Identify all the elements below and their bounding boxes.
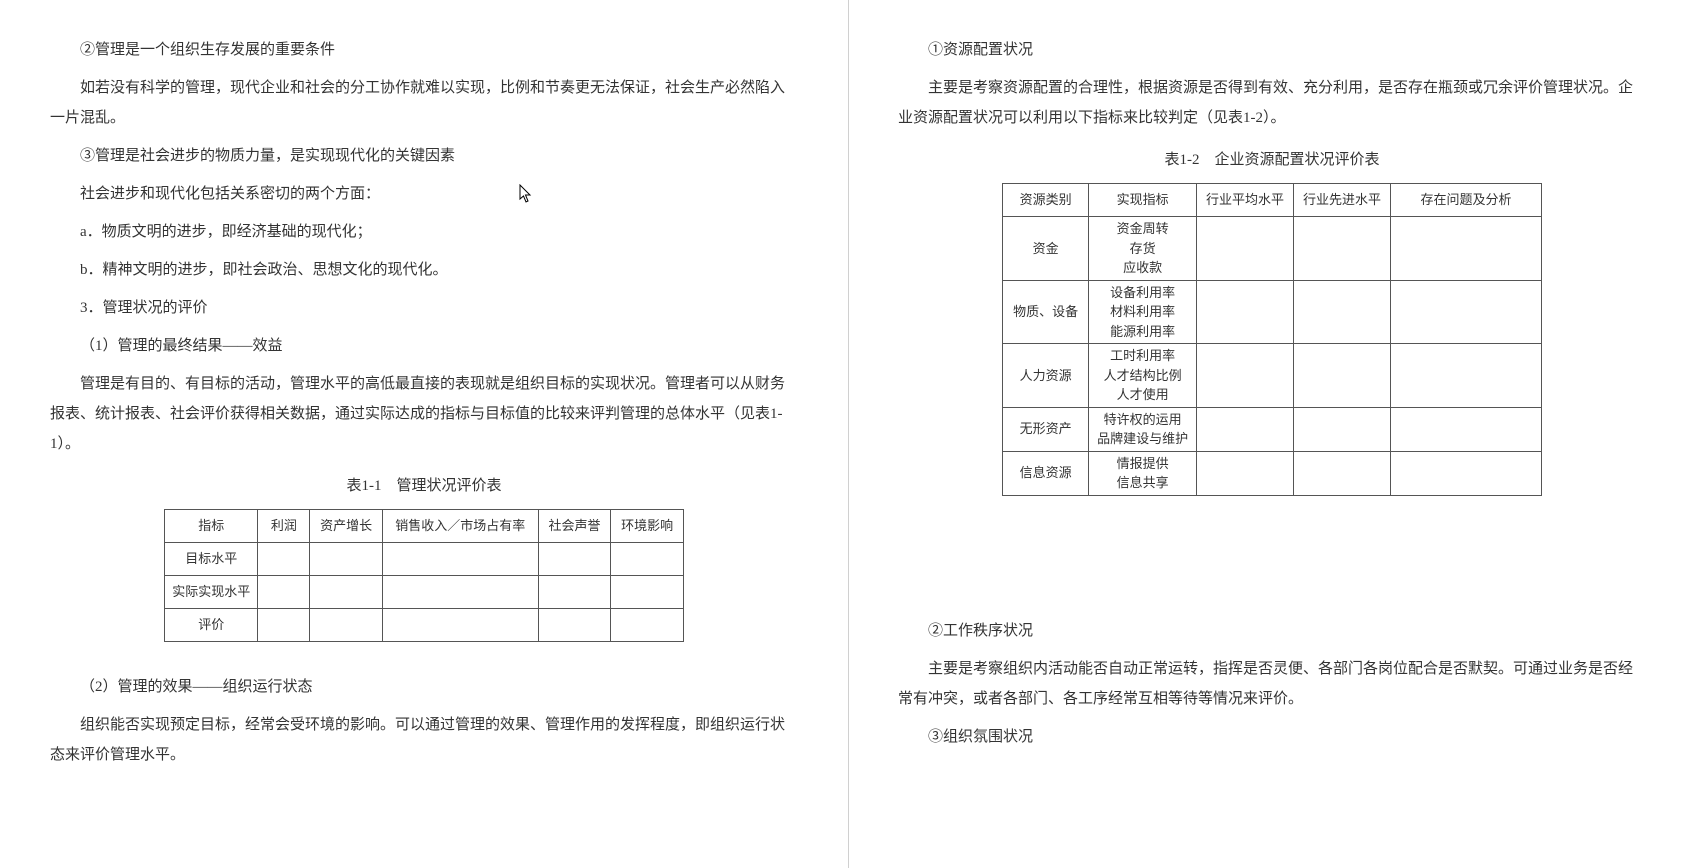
table1-header: 环境影响 — [611, 510, 684, 543]
heading-2: ②管理是一个组织生存发展的重要条件 — [50, 35, 798, 65]
table1-cell — [258, 576, 310, 609]
table1-cell — [538, 609, 611, 642]
table2-cell — [1391, 407, 1542, 451]
table1-cell — [310, 609, 383, 642]
table2-cell — [1391, 280, 1542, 344]
heading-num3: 3．管理状况的评价 — [50, 293, 798, 323]
left-page: ②管理是一个组织生存发展的重要条件 如若没有科学的管理，现代企业和社会的分工协作… — [0, 0, 848, 868]
list-item-a: a．物质文明的进步，即经济基础的现代化； — [50, 217, 798, 247]
table1-cell — [538, 576, 611, 609]
table1-cell — [258, 609, 310, 642]
table1-cell — [538, 543, 611, 576]
table1-cell — [382, 609, 538, 642]
right-page: ①资源配置状况 主要是考察资源配置的合理性，根据资源是否得到有效、充分利用，是否… — [848, 0, 1696, 868]
table2-cell — [1294, 407, 1391, 451]
table1-cell — [382, 543, 538, 576]
table2-cell — [1391, 451, 1542, 495]
table1-cell — [382, 576, 538, 609]
heading-r3: ③组织氛围状况 — [898, 722, 1646, 752]
table2-cell — [1197, 407, 1294, 451]
table1-cell — [611, 543, 684, 576]
table1-cell — [310, 543, 383, 576]
table2-cell — [1391, 217, 1542, 281]
table2-header: 行业平均水平 — [1197, 184, 1294, 217]
heading-3: ③管理是社会进步的物质力量，是实现现代化的关键因素 — [50, 141, 798, 171]
table2-cell — [1197, 280, 1294, 344]
table1-cell — [611, 609, 684, 642]
table1-cell — [310, 576, 383, 609]
table1-header: 销售收入／市场占有率 — [382, 510, 538, 543]
table2-header: 行业先进水平 — [1294, 184, 1391, 217]
table1-cell — [611, 576, 684, 609]
paragraph: 主要是考察组织内活动能否自动正常运转，指挥是否灵便、各部门各岗位配合是否默契。可… — [898, 654, 1646, 714]
paragraph: 组织能否实现预定目标，经常会受环境的影响。可以通过管理的效果、管理作用的发挥程度… — [50, 710, 798, 770]
table2-category: 信息资源 — [1003, 451, 1089, 495]
heading-r1: ①资源配置状况 — [898, 35, 1646, 65]
table1-header: 资产增长 — [310, 510, 383, 543]
table2-caption: 表1-2 企业资源配置状况评价表 — [898, 145, 1646, 175]
paragraph: 管理是有目的、有目标的活动，管理水平的高低最直接的表现就是组织目标的实现状况。管… — [50, 369, 798, 459]
table2-cell — [1294, 344, 1391, 408]
paragraph: 主要是考察资源配置的合理性，根据资源是否得到有效、充分利用，是否存在瓶颈或冗余评… — [898, 73, 1646, 133]
table2-category: 无形资产 — [1003, 407, 1089, 451]
table1-rowlabel: 目标水平 — [165, 543, 258, 576]
table2-cell — [1294, 217, 1391, 281]
table2-header: 实现指标 — [1089, 184, 1197, 217]
table2-cell — [1197, 344, 1294, 408]
table2-indicator: 特许权的运用品牌建设与维护 — [1089, 407, 1197, 451]
table2-indicator: 情报提供信息共享 — [1089, 451, 1197, 495]
table2-indicator: 资金周转存货应收款 — [1089, 217, 1197, 281]
paragraph: 社会进步和现代化包括关系密切的两个方面： — [50, 179, 798, 209]
table2-cell — [1294, 280, 1391, 344]
table2-cell — [1197, 217, 1294, 281]
table2-cell — [1197, 451, 1294, 495]
table2-category: 物质、设备 — [1003, 280, 1089, 344]
table2-indicator: 设备利用率材料利用率能源利用率 — [1089, 280, 1197, 344]
table1-cell — [258, 543, 310, 576]
table1-rowlabel: 评价 — [165, 609, 258, 642]
table2-header: 资源类别 — [1003, 184, 1089, 217]
table2-indicator: 工时利用率人才结构比例人才使用 — [1089, 344, 1197, 408]
subheading-1: （1）管理的最终结果——效益 — [50, 331, 798, 361]
table2-cell — [1391, 344, 1542, 408]
table2-header: 存在问题及分析 — [1391, 184, 1542, 217]
table1-header: 利润 — [258, 510, 310, 543]
table1-caption: 表1-1 管理状况评价表 — [50, 471, 798, 501]
table2-category: 资金 — [1003, 217, 1089, 281]
table-1-1: 指标利润资产增长销售收入／市场占有率社会声誉环境影响 目标水平实际实现水平评价 — [164, 509, 684, 642]
table1-header: 指标 — [165, 510, 258, 543]
table1-header: 社会声誉 — [538, 510, 611, 543]
list-item-b: b．精神文明的进步，即社会政治、思想文化的现代化。 — [50, 255, 798, 285]
table1-rowlabel: 实际实现水平 — [165, 576, 258, 609]
table2-cell — [1294, 451, 1391, 495]
paragraph: 如若没有科学的管理，现代企业和社会的分工协作就难以实现，比例和节奏更无法保证，社… — [50, 73, 798, 133]
table2-category: 人力资源 — [1003, 344, 1089, 408]
subheading-2: （2）管理的效果——组织运行状态 — [50, 672, 798, 702]
table-1-2: 资源类别实现指标行业平均水平行业先进水平存在问题及分析 资金资金周转存货应收款物… — [1002, 183, 1542, 496]
heading-r2: ②工作秩序状况 — [898, 616, 1646, 646]
